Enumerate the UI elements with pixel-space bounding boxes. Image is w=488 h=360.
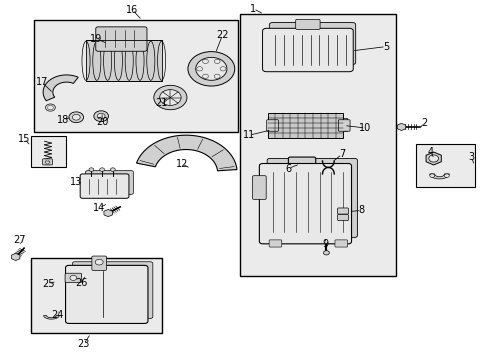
FancyBboxPatch shape xyxy=(72,262,153,319)
FancyBboxPatch shape xyxy=(268,240,281,247)
FancyBboxPatch shape xyxy=(259,163,351,244)
FancyBboxPatch shape xyxy=(295,19,320,30)
Text: 20: 20 xyxy=(96,117,108,127)
Text: 6: 6 xyxy=(285,163,291,174)
Text: 15: 15 xyxy=(18,134,30,144)
FancyBboxPatch shape xyxy=(338,120,349,131)
FancyBboxPatch shape xyxy=(85,171,133,194)
Text: 21: 21 xyxy=(155,98,167,108)
Polygon shape xyxy=(43,75,78,101)
Text: 2: 2 xyxy=(420,118,426,128)
Text: 3: 3 xyxy=(467,152,473,162)
Circle shape xyxy=(323,251,329,255)
Bar xyxy=(271,118,346,131)
Text: 1: 1 xyxy=(250,4,256,14)
Text: 9: 9 xyxy=(321,239,327,249)
Circle shape xyxy=(444,174,448,177)
Bar xyxy=(86,40,161,81)
Text: 8: 8 xyxy=(358,206,364,216)
Text: 16: 16 xyxy=(126,5,138,15)
FancyBboxPatch shape xyxy=(252,176,265,199)
FancyBboxPatch shape xyxy=(80,174,129,198)
Circle shape xyxy=(100,168,104,171)
Text: 10: 10 xyxy=(359,123,371,133)
Polygon shape xyxy=(425,152,440,165)
Circle shape xyxy=(69,112,83,123)
FancyBboxPatch shape xyxy=(92,256,106,270)
Text: 7: 7 xyxy=(338,149,345,159)
Bar xyxy=(31,258,161,333)
FancyBboxPatch shape xyxy=(262,28,352,72)
FancyBboxPatch shape xyxy=(266,158,357,237)
Circle shape xyxy=(428,155,438,162)
Text: 23: 23 xyxy=(77,339,90,349)
Bar xyxy=(267,113,343,138)
FancyBboxPatch shape xyxy=(269,23,355,64)
Text: 12: 12 xyxy=(176,159,188,169)
Bar xyxy=(415,144,474,187)
FancyBboxPatch shape xyxy=(42,159,52,165)
FancyBboxPatch shape xyxy=(266,120,278,131)
Circle shape xyxy=(89,168,94,171)
Bar xyxy=(239,14,395,276)
Circle shape xyxy=(70,275,77,280)
FancyBboxPatch shape xyxy=(288,157,315,171)
Text: 5: 5 xyxy=(382,42,388,51)
Circle shape xyxy=(195,57,226,80)
Text: 17: 17 xyxy=(36,77,48,87)
Text: 25: 25 xyxy=(42,279,55,289)
Circle shape xyxy=(72,114,80,120)
FancyBboxPatch shape xyxy=(96,27,147,51)
Bar xyxy=(31,136,66,167)
Circle shape xyxy=(95,259,103,265)
Polygon shape xyxy=(429,174,448,179)
Text: 26: 26 xyxy=(75,278,87,288)
Text: 27: 27 xyxy=(13,235,25,245)
Text: 11: 11 xyxy=(243,130,255,140)
FancyBboxPatch shape xyxy=(334,240,347,247)
Text: 13: 13 xyxy=(70,177,82,187)
Text: 14: 14 xyxy=(93,203,105,213)
Text: 4: 4 xyxy=(427,147,433,157)
Text: 19: 19 xyxy=(90,34,102,44)
Circle shape xyxy=(110,168,115,171)
Circle shape xyxy=(97,113,105,119)
Polygon shape xyxy=(43,316,59,319)
Polygon shape xyxy=(136,135,237,171)
Text: 22: 22 xyxy=(216,30,228,40)
FancyBboxPatch shape xyxy=(65,273,81,283)
Circle shape xyxy=(159,90,181,105)
FancyBboxPatch shape xyxy=(337,208,347,214)
Circle shape xyxy=(187,51,234,86)
Circle shape xyxy=(429,174,434,177)
FancyBboxPatch shape xyxy=(65,265,148,323)
Bar xyxy=(34,21,237,132)
Text: 18: 18 xyxy=(57,115,69,125)
FancyBboxPatch shape xyxy=(337,215,347,221)
Circle shape xyxy=(94,111,108,122)
Text: 24: 24 xyxy=(51,310,63,320)
Circle shape xyxy=(154,85,186,110)
